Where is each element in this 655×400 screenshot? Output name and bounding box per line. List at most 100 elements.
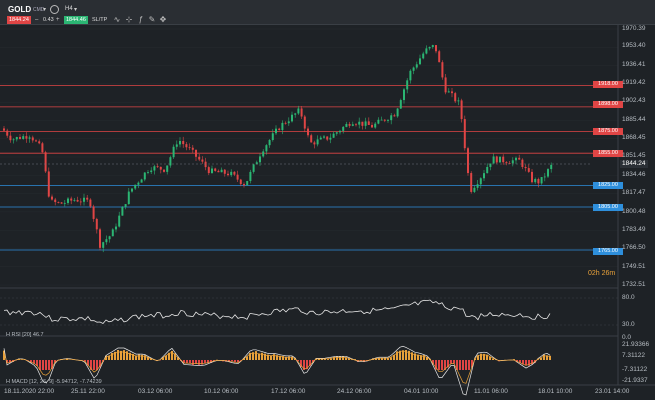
macd-histogram-bar <box>207 360 209 364</box>
candle-body <box>163 169 165 172</box>
symbol-label[interactable]: GOLD <box>8 5 32 14</box>
candle-body <box>265 145 268 152</box>
macd-histogram-bar <box>48 360 50 370</box>
lot-size-input[interactable]: 0.43 <box>43 17 54 23</box>
candle-body <box>467 148 469 174</box>
price-axis-label: 1953.40 <box>622 42 646 49</box>
macd-histogram-bar <box>141 354 143 360</box>
sell-button[interactable]: 1844.24 <box>7 16 31 24</box>
macd-histogram-bar <box>288 356 290 360</box>
lot-decrease-button[interactable]: – <box>35 17 39 23</box>
macd-histogram-bar <box>39 360 41 370</box>
candle-body <box>262 151 265 157</box>
candle-body <box>403 89 405 101</box>
level-label-1898[interactable]: 1898.00 <box>593 101 623 108</box>
level-label-1918[interactable]: 1918.00 <box>593 81 623 88</box>
candle-body <box>499 156 501 163</box>
macd-histogram-bar <box>198 360 200 365</box>
candle-body <box>419 58 421 65</box>
macd-histogram-bar <box>282 356 284 360</box>
candle-body <box>511 160 514 164</box>
price-axis-label: 1800.48 <box>622 208 646 215</box>
macd-histogram-bar <box>477 355 479 360</box>
time-axis-label: 18.01 10:00 <box>538 388 573 395</box>
crosshair-icon[interactable]: ⊹ <box>125 15 133 24</box>
macd-histogram-bar <box>549 355 551 360</box>
price-axis-label: 1936.41 <box>622 61 646 68</box>
level-label-1765[interactable]: 1765.00 <box>593 248 623 255</box>
candle-body <box>147 172 149 173</box>
macd-histogram-bar <box>537 359 539 360</box>
level-label-1855[interactable]: 1855.00 <box>593 150 623 157</box>
move-icon[interactable]: ✥ <box>159 15 167 24</box>
macd-histogram-bar <box>327 359 329 360</box>
candle-body <box>460 100 463 120</box>
buy-button[interactable]: 1844.46 <box>64 16 88 24</box>
time-axis-label: 24.12 06:00 <box>337 388 372 395</box>
lot-increase-button[interactable]: + <box>56 17 60 23</box>
candle-body <box>118 215 121 227</box>
candle-body <box>60 202 63 204</box>
candle-body <box>172 146 175 158</box>
candle-body <box>323 136 325 138</box>
indicator-icon[interactable]: ƒ <box>138 15 144 24</box>
macd-histogram-bar <box>333 356 335 360</box>
macd-histogram-bar <box>351 359 353 360</box>
level-label-1825[interactable]: 1825.00 <box>593 182 623 189</box>
macd-histogram-bar <box>360 360 362 361</box>
candle-body <box>297 108 300 114</box>
macd-histogram-bar <box>240 360 242 361</box>
macd-histogram-bar <box>96 360 98 370</box>
candle-body <box>502 156 505 163</box>
macd-histogram-bar <box>279 355 281 360</box>
level-label-1805[interactable]: 1805.00 <box>593 204 623 211</box>
macd-histogram-bar <box>456 360 458 370</box>
candle-body <box>153 166 156 171</box>
macd-histogram-bar <box>315 359 317 360</box>
chevron-down-icon[interactable]: ▾ <box>43 7 47 13</box>
sltp-button[interactable]: SL/TP <box>92 17 108 23</box>
candle-body <box>364 121 367 126</box>
candle-body <box>204 161 207 168</box>
candle-body <box>63 202 66 204</box>
candle-body <box>444 77 447 93</box>
macd-histogram-bar <box>45 360 47 370</box>
candle-body <box>73 199 76 201</box>
candle-body <box>191 147 194 150</box>
macd-indicator-label[interactable]: H MACD [12, 26, 9] -5.94712, -7.74239 <box>6 379 102 385</box>
macd-histogram-bar <box>87 360 89 366</box>
macd-histogram-bar <box>300 360 302 368</box>
candle-body <box>15 137 18 140</box>
candle-body <box>326 136 329 140</box>
macd-histogram-bar <box>432 360 434 365</box>
macd-histogram-bar <box>129 352 131 360</box>
candle-body <box>508 163 511 164</box>
price-axis-label: 1834.46 <box>622 171 646 178</box>
candle-body <box>89 199 92 207</box>
candle-body <box>473 187 476 192</box>
line-chart-icon[interactable]: ∿ <box>113 15 121 24</box>
instrument-type: CMD <box>33 7 45 13</box>
candle-body <box>406 80 409 90</box>
rsi-indicator-label[interactable]: H RSI [20] 46.7 <box>6 332 44 338</box>
macd-histogram-bar <box>171 350 173 360</box>
price-axis-label: 1766.50 <box>622 244 646 251</box>
macd-histogram-bar <box>135 355 137 360</box>
clock-icon[interactable] <box>50 5 59 14</box>
timeframe-selector[interactable]: H4 <box>65 6 73 12</box>
candle-body <box>143 172 146 180</box>
macd-histogram-bar <box>54 360 56 363</box>
candle-body <box>521 159 524 167</box>
macd-histogram-bar <box>174 353 176 360</box>
timeframe-chevron-icon[interactable]: ▾ <box>74 7 78 13</box>
macd-histogram-bar <box>528 360 530 366</box>
candle-body <box>483 173 485 179</box>
candle-body <box>83 197 85 202</box>
drawing-icon[interactable]: ✎ <box>148 15 156 24</box>
level-label-1875[interactable]: 1875.00 <box>593 128 623 135</box>
candle-body <box>438 51 441 63</box>
macd-histogram-bar <box>243 358 245 360</box>
macd-histogram-bar <box>414 353 416 360</box>
